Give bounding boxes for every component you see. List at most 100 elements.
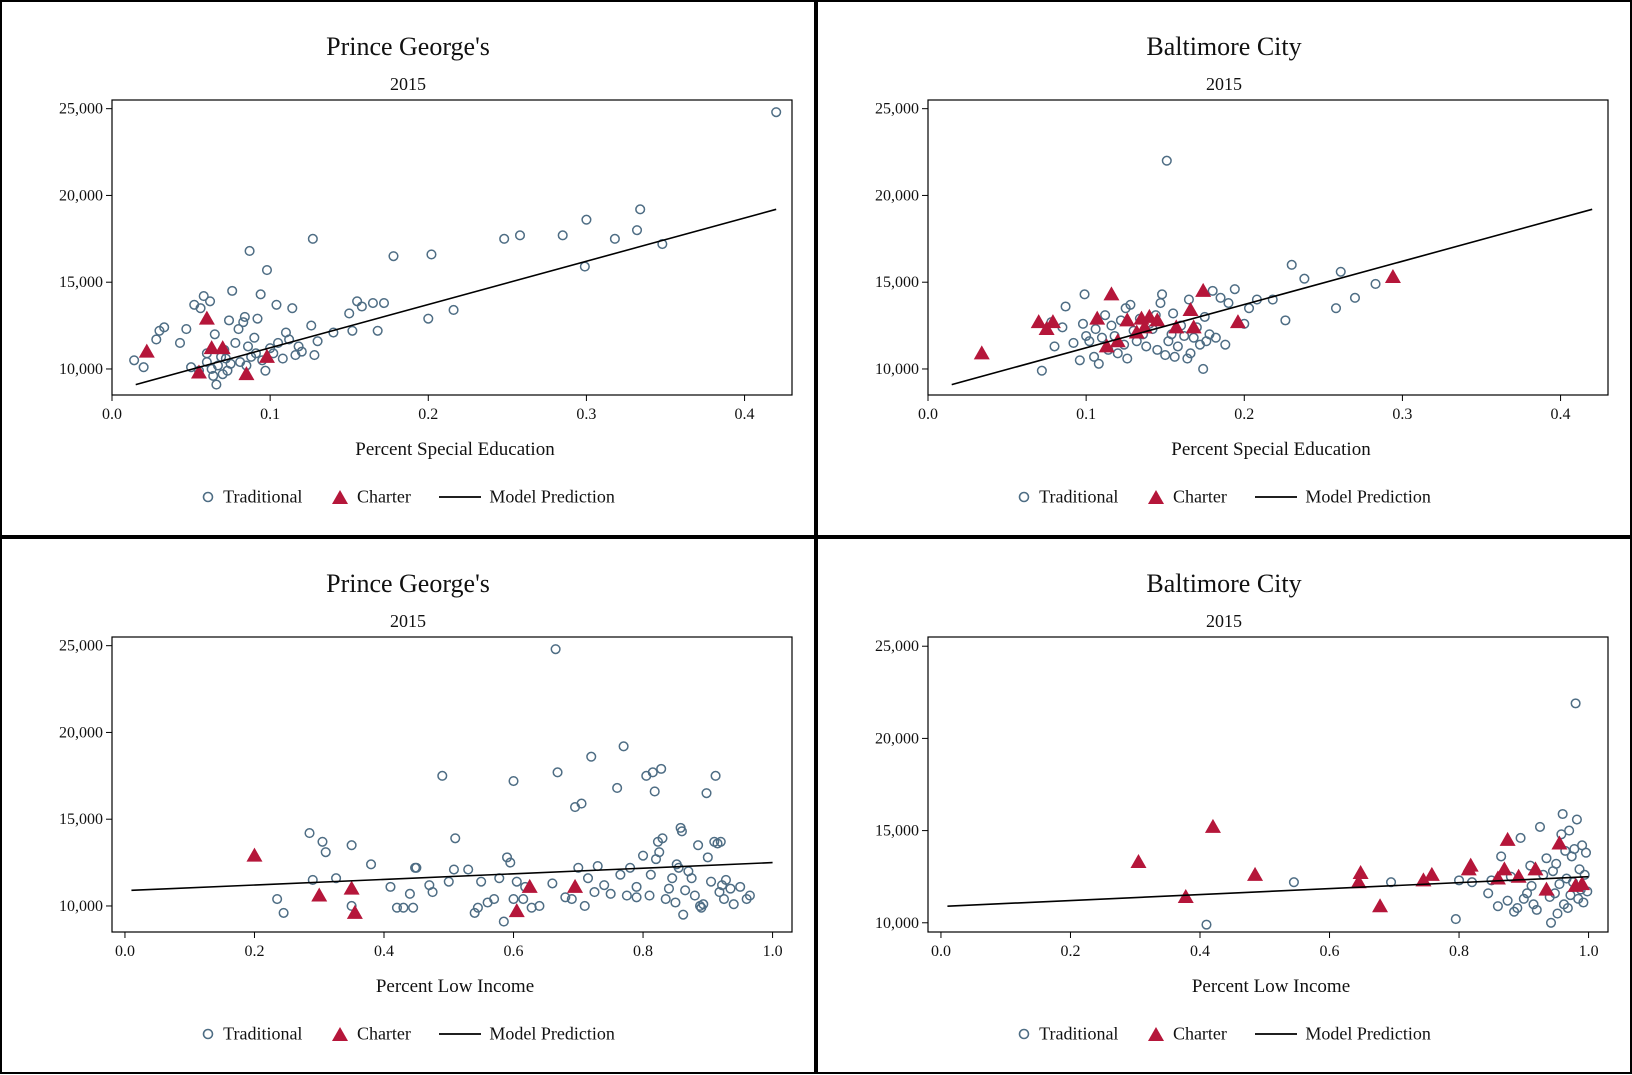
- chart-title: Prince George's: [326, 32, 490, 61]
- traditional-point: [238, 317, 249, 328]
- charter-point: [521, 878, 538, 893]
- traditional-point: [1077, 318, 1089, 329]
- traditional-point: [705, 876, 717, 887]
- traditional-point: [252, 313, 263, 324]
- traditional-point: [1207, 285, 1218, 296]
- x-tick-label: 0.4: [735, 406, 755, 423]
- legend-label: Traditional: [223, 1023, 303, 1044]
- legend-label: Model Prediction: [1305, 486, 1431, 507]
- legend-label: Model Prediction: [1305, 1023, 1431, 1044]
- traditional-point: [1243, 303, 1255, 314]
- traditional-point: [378, 297, 390, 309]
- charter-point: [311, 887, 328, 902]
- charter-point: [198, 310, 215, 325]
- traditional-point: [476, 876, 487, 887]
- traditional-point: [499, 233, 510, 244]
- traditional-point: [1156, 289, 1168, 300]
- traditional-point: [1531, 904, 1542, 915]
- traditional-point: [579, 261, 590, 272]
- traditional-point: [448, 864, 459, 875]
- charter-point: [1350, 874, 1367, 889]
- chart-panel-bc-low-income: Baltimore City 2015 0.0 0.2 0.4 0.6 0.8 1.0 10…: [816, 537, 1632, 1074]
- traditional-point: [346, 840, 357, 851]
- y-tick-label: 20,000: [59, 187, 103, 204]
- traditional-point: [710, 770, 721, 781]
- y-tick-label: 10,000: [875, 361, 919, 378]
- traditional-point: [204, 296, 216, 307]
- circle-marker-icon: [1018, 491, 1030, 502]
- traditional-point: [702, 852, 713, 863]
- traditional-point: [1183, 294, 1194, 305]
- y-tick-label: 15,000: [59, 811, 103, 828]
- legend: Traditional Charter Model Prediction: [2, 1021, 814, 1044]
- traditional-point: [645, 869, 656, 880]
- traditional-point: [1554, 879, 1565, 890]
- traditional-point: [631, 892, 642, 903]
- y-tick-label: 25,000: [875, 101, 919, 118]
- charter-point: [1149, 312, 1166, 327]
- traditional-point: [411, 862, 422, 873]
- traditional-point: [657, 833, 668, 844]
- traditional-point: [365, 859, 377, 870]
- traditional-point: [309, 350, 320, 361]
- legend-item-model: Model Prediction: [439, 1022, 615, 1044]
- triangle-marker-icon: [331, 1026, 348, 1041]
- traditional-point: [676, 826, 687, 837]
- traditional-point: [260, 365, 271, 376]
- traditional-point: [346, 900, 357, 912]
- line-marker-icon: [1255, 1032, 1298, 1035]
- traditional-point: [1125, 299, 1136, 310]
- legend-item-charter: Charter: [1147, 1022, 1227, 1044]
- traditional-point: [287, 303, 298, 314]
- traditional-point: [714, 887, 725, 898]
- traditional-point: [508, 893, 519, 905]
- model-prediction-line: [131, 861, 773, 892]
- traditional-point: [1079, 289, 1090, 300]
- traditional-point: [693, 840, 704, 851]
- traditional-point: [1223, 297, 1234, 309]
- traditional-point: [635, 204, 646, 215]
- x-tick-label: 0.2: [244, 943, 264, 960]
- traditional-point: [1220, 339, 1231, 350]
- traditional-point: [489, 893, 500, 905]
- charter-point: [1462, 857, 1479, 872]
- x-axis-label: Percent Special Education: [355, 439, 555, 460]
- x-axis-label: Percent Low Income: [375, 976, 535, 997]
- traditional-point: [388, 251, 399, 262]
- traditional-point: [589, 887, 600, 898]
- traditional-point: [1155, 297, 1166, 309]
- chart-subtitle: 2015: [390, 74, 426, 94]
- chart-subtitle: 2015: [1206, 611, 1242, 631]
- traditional-point: [212, 360, 224, 371]
- x-tick-label: 1.0: [763, 943, 783, 960]
- traditional-point: [372, 325, 383, 336]
- charter-point: [343, 880, 360, 895]
- traditional-point: [265, 343, 276, 354]
- legend-item-charter: Charter: [331, 1022, 411, 1044]
- y-tick-label: 25,000: [59, 101, 103, 118]
- traditional-point: [618, 741, 629, 752]
- triangle-marker-icon: [1147, 489, 1164, 504]
- traditional-point: [1526, 880, 1537, 891]
- traditional-point: [233, 324, 244, 335]
- triangle-marker-icon: [331, 489, 348, 504]
- traditional-point: [284, 334, 295, 345]
- traditional-point: [1088, 351, 1100, 362]
- traditional-point: [498, 916, 509, 927]
- traditional-point: [1562, 902, 1573, 914]
- x-tick-label: 0.1: [1076, 406, 1096, 423]
- x-tick-label: 0.2: [418, 406, 438, 423]
- traditional-point: [1370, 278, 1381, 289]
- traditional-point: [1210, 332, 1221, 343]
- traditional-point: [1288, 877, 1299, 888]
- traditional-point: [1521, 888, 1533, 899]
- charter-point: [1229, 314, 1246, 329]
- traditional-point: [426, 249, 437, 260]
- charter-point: [1168, 319, 1185, 334]
- legend-item-traditional: Traditional: [1017, 1022, 1118, 1044]
- x-tick-label: 0.4: [374, 943, 394, 960]
- traditional-point: [1267, 294, 1278, 305]
- traditional-point: [514, 230, 526, 241]
- traditional-point: [631, 881, 642, 892]
- legend-label: Charter: [356, 1023, 411, 1044]
